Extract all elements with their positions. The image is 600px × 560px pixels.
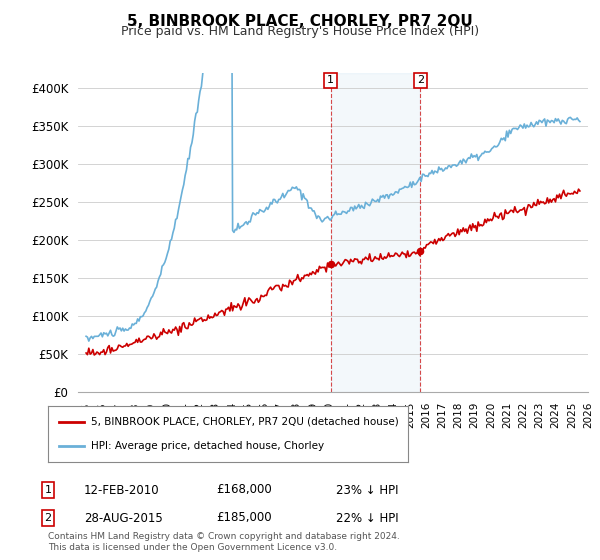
Text: £185,000: £185,000	[216, 511, 272, 525]
Bar	[331, 73, 421, 392]
Text: Contains HM Land Registry data © Crown copyright and database right 2024.
This d: Contains HM Land Registry data © Crown c…	[48, 532, 400, 552]
Text: 22% ↓ HPI: 22% ↓ HPI	[336, 511, 398, 525]
Point	[416, 247, 425, 256]
Text: Price paid vs. HM Land Registry's House Price Index (HPI): Price paid vs. HM Land Registry's House …	[121, 25, 479, 38]
Text: 2: 2	[417, 76, 424, 86]
Text: £168,000: £168,000	[216, 483, 272, 497]
Text: 5, BINBROOK PLACE, CHORLEY, PR7 2QU (detached house): 5, BINBROOK PLACE, CHORLEY, PR7 2QU (det…	[91, 417, 399, 427]
Text: 5, BINBROOK PLACE, CHORLEY, PR7 2QU: 5, BINBROOK PLACE, CHORLEY, PR7 2QU	[127, 14, 473, 29]
Point	[326, 260, 335, 269]
Text: 23% ↓ HPI: 23% ↓ HPI	[336, 483, 398, 497]
Text: 12-FEB-2010: 12-FEB-2010	[84, 483, 160, 497]
Text: 1: 1	[44, 485, 52, 495]
Text: 2: 2	[44, 513, 52, 523]
Text: 28-AUG-2015: 28-AUG-2015	[84, 511, 163, 525]
Text: 1: 1	[327, 76, 334, 86]
Text: HPI: Average price, detached house, Chorley: HPI: Average price, detached house, Chor…	[91, 441, 325, 451]
